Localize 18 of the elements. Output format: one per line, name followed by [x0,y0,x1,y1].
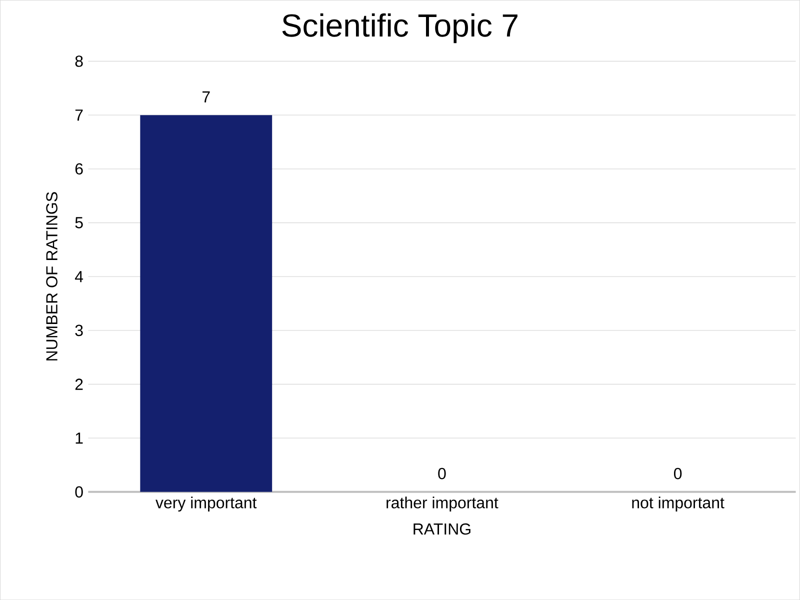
y-tick-label: 8 [75,56,83,67]
y-axis-title: NUMBER OF RATINGS [46,192,58,360]
x-tick-label: not important [632,496,724,512]
x-axis-title: RATING [414,523,470,535]
y-tick-label: 6 [75,163,83,174]
y-tick-label: 7 [75,110,83,121]
y-tick-label: 0 [75,486,83,498]
data-label: 7 [202,91,210,102]
y-tick-label: 5 [75,217,83,228]
data-label: 0 [674,468,682,480]
x-tick-label: rather important [386,496,498,512]
chart-title: Scientific Topic 7 [282,13,518,44]
y-tick-label: 4 [74,271,84,282]
y-tick-label: 1 [76,432,83,444]
y-tick-label: 2 [75,378,83,390]
data-label: 0 [438,468,446,480]
x-tick-label: very important [156,496,257,512]
y-tick-label: 3 [75,324,83,336]
